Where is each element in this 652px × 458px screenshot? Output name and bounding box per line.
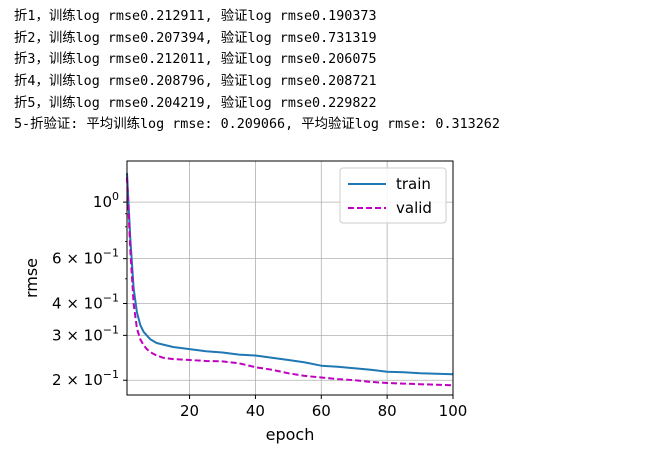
y-tick-label: 3 × 10−1 (52, 323, 119, 344)
x-axis-title: epoch (266, 425, 315, 444)
log-line-fold-1: 折1，训练log rmse0.212911, 验证log rmse0.19037… (14, 9, 377, 24)
x-tick-label: 80 (378, 402, 397, 420)
y-tick-label: 4 × 10−1 (52, 292, 119, 313)
x-tick-label: 100 (439, 402, 468, 420)
axis-ticks: 20 40 60 80 100 100 6 × 10−1 4 × 10−1 3 × 10−1 2 … (52, 190, 467, 420)
x-tick-label: 20 (180, 402, 199, 420)
legend: train valid (339, 167, 447, 224)
x-tick-label: 60 (312, 402, 331, 420)
y-tick-label: 6 × 10−1 (52, 247, 119, 268)
log-line-fold-3: 折3，训练log rmse0.212011, 验证log rmse0.20607… (14, 52, 377, 68)
y-axis-title: rmse (22, 258, 41, 298)
legend-label-valid: valid (396, 199, 432, 217)
legend-label-train: train (396, 175, 431, 193)
plot-frame (126, 160, 454, 396)
series-line-train (126, 173, 454, 376)
console-output: 折1，训练log rmse0.212911, 验证log rmse0.19037… (14, 6, 500, 136)
log-line-fold-4: 折4，训练log rmse0.208796, 验证log rmse0.20872… (14, 74, 377, 90)
y-tick-label: 2 × 10−1 (52, 368, 119, 389)
series-layer (126, 173, 454, 387)
legend-box (339, 167, 447, 224)
y-tick-label: 100 (93, 190, 119, 211)
series-line-valid (126, 177, 454, 387)
log-line-fold-5: 折5，训练log rmse0.204219, 验证log rmse0.22982… (14, 95, 377, 111)
log-line-fold-2: 折2，训练log rmse0.207394, 验证log rmse0.73131… (14, 30, 377, 46)
x-tick-label: 40 (246, 402, 265, 420)
log-line-summary: 5-折验证: 平均训练log rmse: 0.209066, 平均验证log r… (14, 117, 500, 133)
